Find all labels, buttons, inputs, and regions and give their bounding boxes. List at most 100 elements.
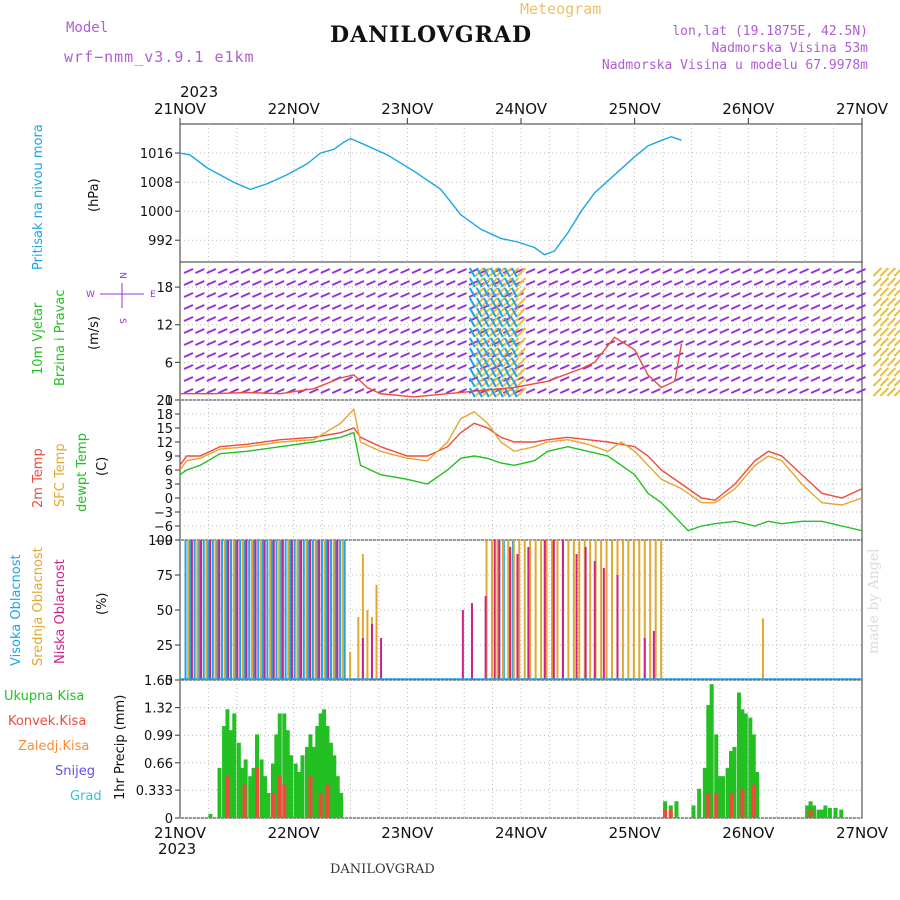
wind-barb (457, 316, 468, 322)
meteogram-label: Meteogram (520, 0, 602, 18)
cloud-unit: (%) (95, 593, 110, 616)
bar-low (498, 540, 501, 680)
wind-barb (475, 287, 483, 298)
wind-barb (616, 328, 627, 334)
bar-low (493, 540, 496, 680)
wind-barb (886, 327, 897, 337)
ytick-label: 1.65 (144, 674, 173, 689)
wind-barb (844, 352, 855, 358)
bar-total (827, 807, 832, 818)
wind-barb (582, 340, 593, 346)
wind-barb (571, 364, 582, 370)
wind-barb (475, 357, 483, 368)
bar-low (509, 547, 512, 680)
wind-barb (536, 280, 547, 286)
bar-conv (808, 809, 813, 818)
wind-barb (496, 287, 504, 298)
wind-barb (673, 316, 684, 322)
wind-barb (776, 268, 787, 274)
wind-barb (776, 280, 787, 286)
wind-barb (742, 364, 753, 370)
wind-barb (343, 304, 354, 310)
bar-mid (627, 540, 630, 680)
wind-barb (274, 340, 285, 346)
wind-barb (886, 277, 897, 287)
wind-barb (388, 304, 399, 310)
wind-barb (525, 328, 536, 334)
wind-barb (194, 280, 205, 286)
wind-barb (872, 307, 883, 317)
wind-barb (833, 388, 844, 394)
wind-barb (400, 376, 411, 382)
wind-barb (650, 304, 661, 310)
wind-barb (685, 280, 696, 286)
altitude: Nadmorska Visina 53m (711, 41, 868, 56)
ytick-label: 1000 (140, 205, 173, 220)
wind-barb (206, 340, 217, 346)
wind-unit: (m/s) (87, 316, 102, 350)
bar-mid (260, 540, 263, 680)
wind-barb (616, 268, 627, 274)
wind-barb (286, 340, 297, 346)
wind-barb (229, 268, 240, 274)
wind-barb (696, 304, 707, 310)
wind-barb (320, 268, 331, 274)
bar-high (216, 540, 219, 680)
wind-barb (821, 364, 832, 370)
compass-e: E (150, 290, 156, 300)
wind-barb (331, 268, 342, 274)
time-label-top: 23NOV (381, 100, 434, 118)
wind-barb (482, 267, 490, 278)
wind-barb (194, 340, 205, 346)
wind-barb (742, 328, 753, 334)
bar-total (248, 776, 253, 818)
ytick-label: 0 (165, 492, 173, 507)
wind-barb (764, 388, 775, 394)
bar-low (461, 610, 464, 680)
bar-high (275, 540, 278, 680)
wind-barb (411, 268, 422, 274)
ytick-label: 1008 (140, 176, 173, 191)
wind-barb (496, 317, 504, 328)
wind-barb (886, 287, 897, 297)
wind-barb (320, 316, 331, 322)
wind-barb (810, 316, 821, 322)
wind-barb (536, 292, 547, 298)
wind-barb (810, 268, 821, 274)
time-label-bottom: 22NOV (268, 824, 321, 842)
wind-barb (559, 268, 570, 274)
wind-barb (457, 376, 468, 382)
wind-barb (468, 387, 476, 398)
time-label-bottom: 26NOV (722, 824, 775, 842)
wind-barb (514, 268, 525, 274)
wind-barb (457, 268, 468, 274)
wind-barb (821, 376, 832, 382)
wind-barb (354, 268, 365, 274)
wind-barb (893, 388, 900, 397)
wind-barb (753, 340, 764, 346)
wind-barb (821, 316, 832, 322)
bar-total (706, 705, 711, 818)
wind-barb (525, 316, 536, 322)
wind-barb (263, 316, 274, 322)
wind-barb (320, 280, 331, 286)
bar-conv (282, 784, 287, 818)
wind-barb (872, 287, 883, 297)
wind-barb (707, 316, 718, 322)
wind-barb (297, 328, 308, 334)
wind-barb (251, 364, 262, 370)
wind-barb (377, 340, 388, 346)
wind-barb (605, 376, 616, 382)
wind-barb (286, 316, 297, 322)
wind-barb (274, 364, 285, 370)
ytick-label: 0.66 (144, 757, 173, 772)
wind-barb (856, 352, 867, 358)
wind-barb (886, 317, 897, 327)
wind-barb (753, 376, 764, 382)
wind-barb (696, 328, 707, 334)
bar-mid (556, 540, 559, 680)
bar-high (270, 540, 273, 680)
wind-barb (886, 307, 897, 317)
wind-barb (742, 316, 753, 322)
ytick-label: 6 (165, 464, 173, 479)
